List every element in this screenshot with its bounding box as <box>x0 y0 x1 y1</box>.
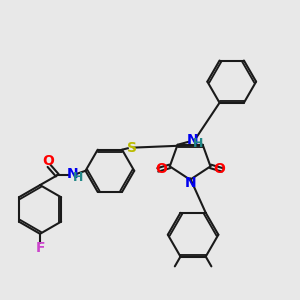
Text: F: F <box>35 241 45 255</box>
Text: O: O <box>155 162 167 176</box>
Text: H: H <box>73 171 83 184</box>
Text: H: H <box>193 137 203 150</box>
Text: O: O <box>42 154 54 168</box>
Text: S: S <box>127 141 136 154</box>
Text: N: N <box>184 176 196 190</box>
Text: O: O <box>213 162 225 176</box>
Text: N: N <box>67 167 78 182</box>
Text: N: N <box>186 133 198 147</box>
